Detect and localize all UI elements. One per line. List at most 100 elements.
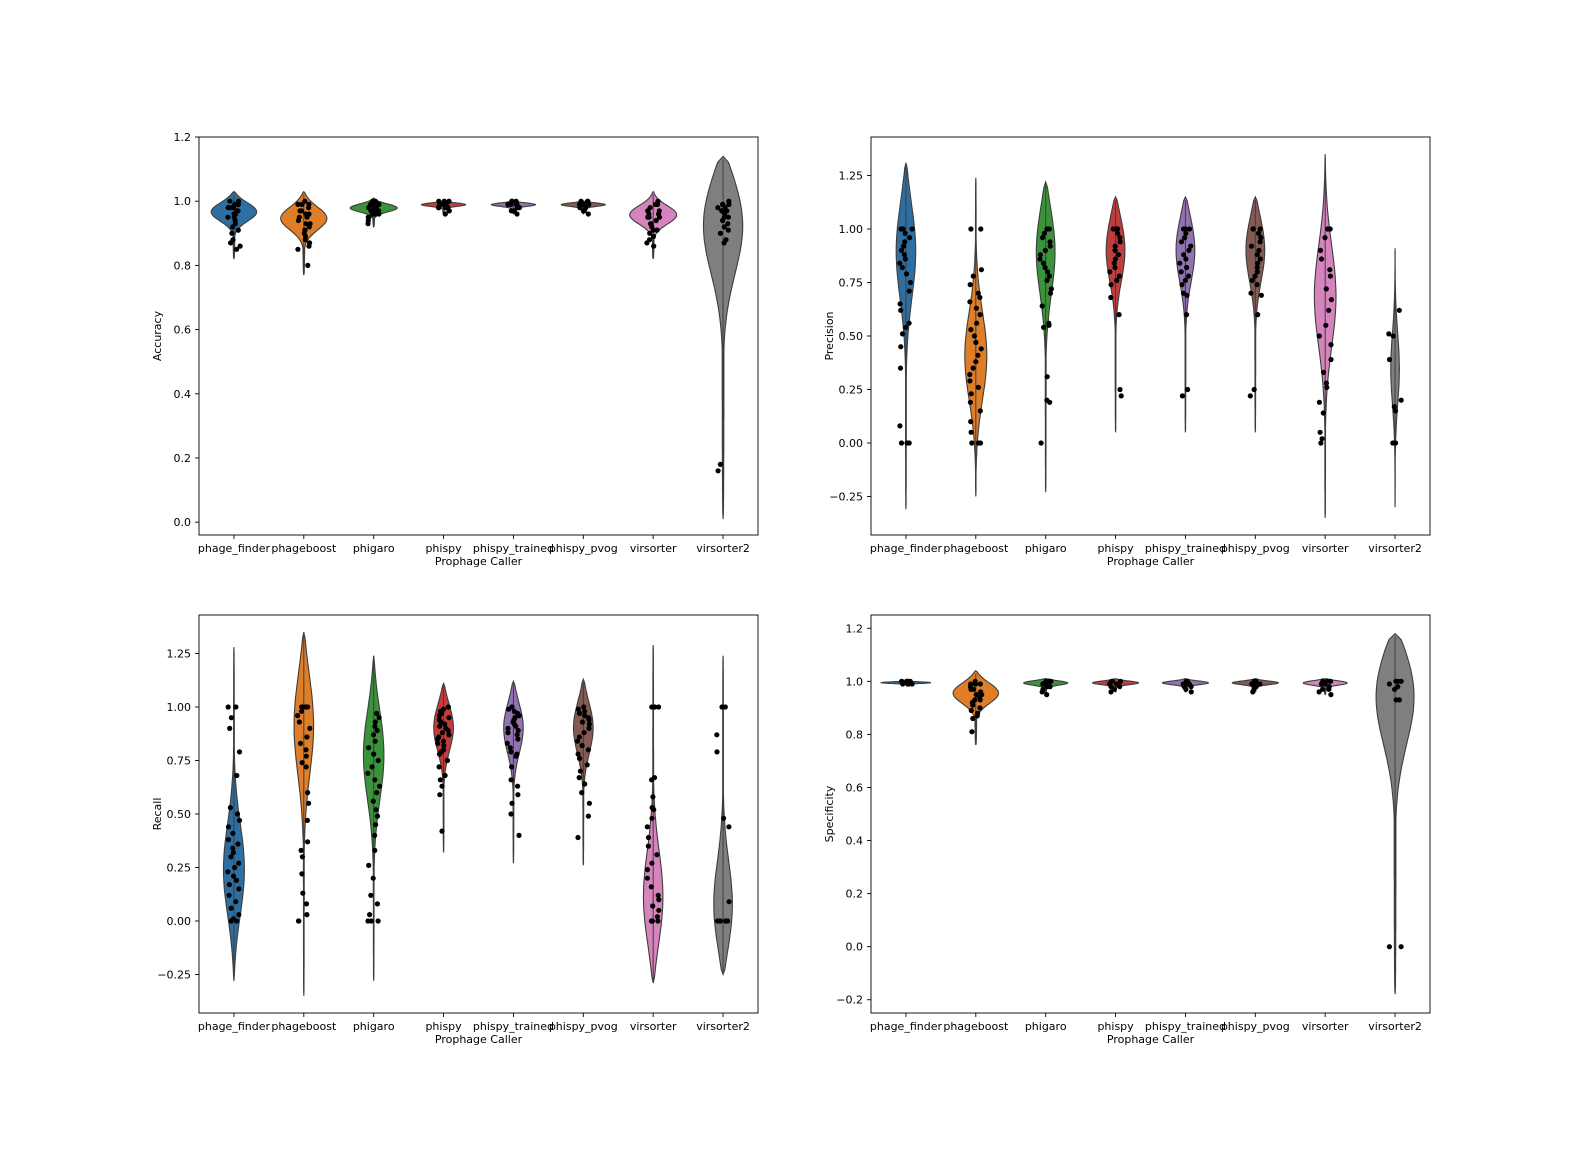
data-point	[1256, 247, 1262, 253]
data-point	[715, 468, 721, 474]
data-point	[225, 205, 231, 211]
data-point	[1391, 404, 1397, 410]
data-point	[1326, 686, 1332, 692]
data-point	[1044, 226, 1050, 232]
data-point	[1112, 264, 1118, 271]
data-point	[296, 918, 302, 924]
data-point	[975, 384, 982, 390]
data-point	[1320, 410, 1326, 416]
data-point	[230, 224, 236, 230]
data-point	[725, 227, 731, 233]
data-point	[1322, 235, 1328, 241]
data-point	[897, 260, 903, 266]
data-point	[515, 736, 521, 742]
data-point	[645, 843, 652, 849]
x-tick-label: virsorter2	[1368, 542, 1422, 555]
data-point	[656, 907, 662, 913]
data-point	[1319, 436, 1325, 442]
data-point	[644, 867, 651, 873]
data-point	[1396, 697, 1402, 703]
x-tick-label: phigaro	[353, 1020, 395, 1033]
data-point	[1255, 312, 1261, 318]
data-point	[1398, 397, 1404, 403]
data-point	[581, 704, 587, 710]
data-point	[1392, 408, 1399, 414]
data-point	[656, 897, 662, 903]
data-point	[654, 914, 661, 920]
data-point	[717, 918, 723, 924]
data-point	[898, 307, 904, 313]
data-point	[505, 730, 511, 736]
data-point	[235, 227, 241, 233]
data-point	[586, 717, 592, 723]
data-point	[296, 719, 302, 725]
data-point	[1046, 273, 1053, 279]
data-point	[227, 805, 233, 811]
data-point	[585, 198, 591, 204]
data-point	[295, 713, 301, 719]
data-point	[1042, 247, 1048, 253]
data-point	[439, 828, 445, 834]
data-point	[907, 235, 913, 241]
data-point	[902, 239, 908, 245]
data-point	[1044, 692, 1050, 698]
data-point	[305, 262, 311, 268]
data-point	[720, 217, 726, 224]
x-tick-label: phageboost	[271, 1020, 337, 1033]
x-tick-label: phispy_pvog	[1221, 542, 1290, 555]
data-point	[437, 777, 443, 783]
y-tick-label: −0.2	[836, 994, 863, 1007]
data-point	[298, 708, 305, 714]
data-point	[1117, 386, 1123, 393]
data-point	[1257, 256, 1263, 262]
data-point	[647, 230, 653, 236]
data-point	[969, 729, 975, 735]
data-point	[435, 740, 441, 747]
data-point	[714, 732, 720, 738]
x-tick-label: virsorter2	[696, 1020, 750, 1033]
data-point	[1328, 356, 1334, 363]
data-point	[375, 757, 381, 764]
x-tick-label: virsorter	[1302, 542, 1349, 555]
data-point	[370, 798, 376, 804]
data-point	[435, 736, 441, 742]
data-point	[978, 346, 984, 352]
data-point	[232, 864, 238, 871]
data-point	[374, 727, 380, 734]
data-point	[304, 817, 310, 824]
data-point	[978, 226, 984, 232]
data-point	[1250, 226, 1256, 232]
data-point	[717, 461, 724, 467]
x-tick-label: phispy	[1097, 542, 1134, 555]
data-point	[514, 732, 520, 738]
data-point	[1182, 277, 1188, 283]
data-point	[509, 800, 515, 806]
x-tick-label: phageboost	[271, 542, 337, 555]
data-point	[1181, 252, 1187, 258]
data-point	[969, 440, 975, 446]
data-point	[1248, 290, 1254, 296]
data-point	[374, 710, 380, 717]
y-tick-label: 0.4	[174, 388, 192, 401]
x-axis-label: Prophage Caller	[435, 555, 523, 568]
data-point	[513, 753, 519, 759]
data-point	[504, 740, 510, 747]
y-axis-label: Specificity	[823, 785, 836, 842]
data-point	[646, 211, 652, 217]
data-point	[1040, 235, 1046, 241]
data-point	[1112, 256, 1118, 262]
data-point	[298, 208, 305, 214]
data-point	[1184, 292, 1190, 298]
data-point	[446, 715, 452, 721]
data-point	[374, 901, 380, 907]
data-point	[1255, 260, 1261, 266]
data-point	[307, 725, 313, 732]
data-point	[1044, 684, 1050, 690]
y-tick-label: 0.50	[839, 330, 864, 343]
y-tick-label: 0.2	[846, 888, 864, 901]
data-point	[508, 749, 514, 755]
data-point	[1323, 286, 1329, 292]
data-point	[719, 704, 725, 710]
data-point	[1251, 386, 1257, 393]
data-point	[1184, 264, 1190, 271]
